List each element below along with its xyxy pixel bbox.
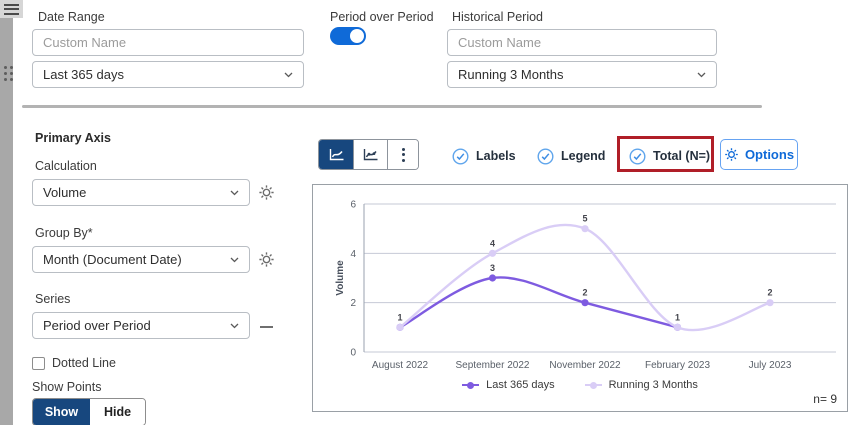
- show-points-toggle-group: Show Hide: [32, 398, 146, 425]
- group-by-settings-gear-icon[interactable]: [258, 251, 276, 269]
- calculation-label: Calculation: [35, 159, 97, 173]
- show-points-label: Show Points: [32, 380, 102, 394]
- chevron-down-icon: [697, 72, 706, 77]
- data-point: [581, 225, 589, 233]
- legend-item: Running 3 Months: [584, 379, 698, 391]
- trend-line-chart: 0 2 4 6 Volume August 2022 September 2022 Novem…: [335, 200, 836, 371]
- data-point: [766, 299, 774, 307]
- legend-marker-icon: [462, 381, 480, 389]
- data-point: [673, 323, 682, 331]
- legend-label: Last 365 days: [486, 379, 555, 391]
- labels-toggle-label: Labels: [476, 149, 516, 163]
- data-point-label: 3: [490, 263, 495, 273]
- legend-item: Last 365 days: [462, 379, 555, 391]
- legend-marker-icon: [584, 381, 602, 389]
- chevron-down-icon: [230, 190, 239, 195]
- show-points-show-button[interactable]: Show: [33, 399, 90, 425]
- chevron-down-icon: [284, 72, 293, 77]
- date-range-label: Date Range: [38, 10, 105, 24]
- group-by-select[interactable]: Month (Document Date): [32, 246, 250, 273]
- x-tick-label: November 2022: [549, 360, 621, 371]
- legend-label: Running 3 Months: [608, 379, 698, 391]
- historical-period-selected-value: Running 3 Months: [458, 67, 564, 82]
- section-divider: [22, 105, 762, 108]
- x-tick-label: August 2022: [372, 360, 429, 371]
- series-select[interactable]: Period over Period: [32, 312, 250, 339]
- data-point-label: 4: [490, 238, 495, 248]
- chart-panel: 0 2 4 6 Volume August 2022 September 2022 Novem…: [312, 184, 848, 412]
- data-point: [488, 274, 497, 282]
- historical-period-custom-name-input[interactable]: [447, 29, 717, 56]
- left-rail: [0, 0, 13, 425]
- check-circle-icon: [537, 147, 554, 165]
- x-tick-label: September 2022: [456, 360, 530, 371]
- chart-type-segmented-control: [318, 139, 419, 170]
- date-range-select[interactable]: Last 365 days: [32, 61, 304, 88]
- period-over-period-toggle[interactable]: [330, 27, 366, 45]
- y-axis-title: Volume: [335, 260, 346, 296]
- y-tick-label: 2: [350, 298, 356, 309]
- y-tick-label: 6: [350, 200, 356, 211]
- date-range-custom-name-input[interactable]: [32, 29, 304, 56]
- chart-legend: Last 365 days Running 3 Months: [313, 379, 847, 391]
- legend-toggle-label: Legend: [561, 149, 606, 163]
- gear-icon: [725, 148, 738, 161]
- series-line: [399, 223, 771, 332]
- total-n-toggle[interactable]: Total (N=): [629, 146, 710, 166]
- series-label: Series: [35, 292, 71, 306]
- total-n-toggle-label: Total (N=): [653, 149, 711, 163]
- hamburger-menu-icon[interactable]: [0, 0, 23, 18]
- line-chart-type-button[interactable]: [319, 140, 353, 169]
- check-circle-icon: [452, 147, 469, 165]
- chevron-down-icon: [230, 323, 239, 328]
- drag-handle-icon[interactable]: [4, 66, 13, 81]
- calculation-settings-gear-icon[interactable]: [258, 184, 276, 202]
- primary-axis-title: Primary Axis: [35, 131, 111, 145]
- calculation-select[interactable]: Volume: [32, 179, 250, 206]
- data-point-label: 5: [582, 214, 587, 224]
- data-point-label: 2: [582, 288, 587, 298]
- dotted-line-label: Dotted Line: [52, 356, 116, 370]
- options-button-label: Options: [744, 147, 795, 162]
- line-chart-icon: [329, 149, 343, 161]
- data-point-label: 1: [675, 312, 680, 322]
- data-point: [488, 249, 497, 257]
- y-tick-label: 4: [350, 249, 356, 260]
- options-button[interactable]: Options: [720, 139, 798, 170]
- data-point: [581, 299, 589, 307]
- calculation-selected-value: Volume: [43, 185, 87, 200]
- series-selected-value: Period over Period: [43, 318, 151, 333]
- data-point-label: 1: [397, 312, 402, 322]
- historical-period-label: Historical Period: [452, 10, 544, 24]
- remove-series-minus-icon[interactable]: [260, 326, 273, 328]
- group-by-selected-value: Month (Document Date): [43, 252, 182, 267]
- x-tick-label: February 2023: [645, 360, 710, 371]
- line-points-chart-type-button[interactable]: [353, 140, 387, 169]
- labels-toggle[interactable]: Labels: [452, 146, 516, 166]
- data-point: [396, 323, 404, 331]
- data-point-label: 2: [767, 288, 772, 298]
- period-over-period-label: Period over Period: [330, 10, 434, 24]
- date-range-selected-value: Last 365 days: [43, 67, 124, 82]
- y-tick-label: 0: [350, 348, 356, 359]
- x-tick-label: July 2023: [749, 360, 792, 371]
- chart-more-options-kebab-button[interactable]: [387, 140, 418, 169]
- historical-period-select[interactable]: Running 3 Months: [447, 61, 717, 88]
- kebab-icon: [401, 147, 405, 162]
- group-by-label: Group By*: [35, 226, 93, 240]
- legend-toggle[interactable]: Legend: [537, 146, 605, 166]
- dotted-line-checkbox[interactable]: [32, 357, 45, 370]
- show-points-hide-button[interactable]: Hide: [90, 399, 145, 425]
- line-points-chart-icon: [363, 149, 378, 161]
- sample-size-label: n= 9: [813, 392, 837, 406]
- chevron-down-icon: [230, 257, 239, 262]
- check-circle-icon: [629, 147, 646, 165]
- series-line: [399, 276, 678, 329]
